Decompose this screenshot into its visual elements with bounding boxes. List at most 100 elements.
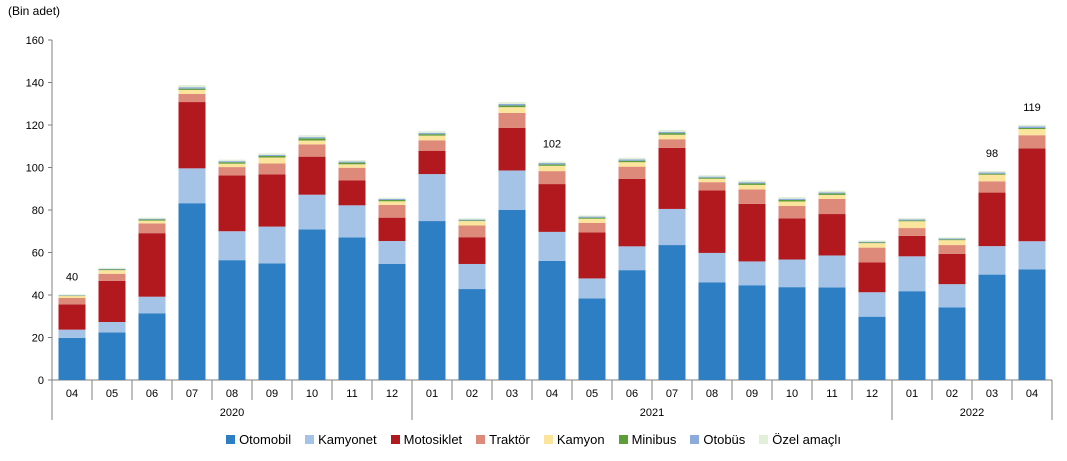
total-data-label: 98 xyxy=(986,148,998,160)
bar-segment xyxy=(898,256,926,292)
bar-segment xyxy=(218,163,246,168)
bar-segment xyxy=(418,221,446,380)
bar-segment xyxy=(778,287,806,380)
bar-segment xyxy=(658,134,686,140)
legend-label: Motosiklet xyxy=(403,432,463,447)
bar-segment xyxy=(618,166,646,179)
bar-segment xyxy=(978,192,1006,247)
bar-segment xyxy=(938,240,966,246)
bar-segment xyxy=(858,292,886,317)
bar-segment xyxy=(58,297,86,305)
bar-segment xyxy=(698,175,726,177)
bar-segment xyxy=(338,180,366,206)
legend-entry: Motosiklet xyxy=(390,432,463,447)
x-tick-label: 02 xyxy=(466,388,478,400)
bar-segment xyxy=(578,217,606,219)
legend-label: Otomobil xyxy=(239,432,292,447)
x-tick-label: 09 xyxy=(746,388,758,400)
bar-segment xyxy=(778,201,806,206)
x-tick-label: 04 xyxy=(546,388,558,400)
bar-segment xyxy=(858,242,886,244)
bar-segment xyxy=(338,205,366,238)
legend-swatch xyxy=(543,435,553,444)
bar-segment xyxy=(218,231,246,261)
bar-segment xyxy=(258,226,286,264)
bar-segment xyxy=(138,218,166,220)
bar-segment xyxy=(258,157,286,164)
legend-label: Özel amaçlı xyxy=(772,432,841,447)
bar-segment xyxy=(858,243,886,248)
bar-segment xyxy=(418,174,446,222)
bar-segment xyxy=(698,177,726,179)
bar-segment xyxy=(738,261,766,286)
bar-segment xyxy=(898,228,926,236)
bar-segment xyxy=(618,162,646,167)
bar-segment xyxy=(698,178,726,183)
x-tick-label: 10 xyxy=(306,388,318,400)
bar-segment xyxy=(538,231,566,261)
bar-segment xyxy=(658,245,686,380)
bar-segment xyxy=(698,190,726,253)
bar-segment xyxy=(978,274,1006,380)
y-tick-label: 20 xyxy=(32,333,44,345)
bar-segment xyxy=(658,129,686,132)
bar-segment xyxy=(738,182,766,184)
bar-segment xyxy=(338,164,366,168)
bar-segment xyxy=(898,220,926,222)
bar-segment xyxy=(738,180,766,183)
bar-segment xyxy=(418,131,446,133)
bar-segment xyxy=(98,280,126,322)
bar-segment xyxy=(938,238,966,240)
bar-segment xyxy=(298,135,326,138)
bar-segment xyxy=(498,112,526,128)
bar-segment xyxy=(538,161,566,164)
bar-segment xyxy=(778,197,806,199)
bar-segment xyxy=(578,298,606,380)
x-tick-label: 03 xyxy=(986,388,998,400)
bar-segment xyxy=(658,133,686,135)
bar-segment xyxy=(298,144,326,157)
bar-segment xyxy=(58,304,86,330)
y-tick-label: 60 xyxy=(32,248,44,260)
bar-segment xyxy=(458,219,486,221)
bar-segment xyxy=(458,289,486,380)
bar-segment xyxy=(898,219,926,221)
bar-segment xyxy=(178,102,206,169)
bar-segment xyxy=(418,132,446,135)
bar-segment xyxy=(498,103,526,106)
bar-segment xyxy=(258,156,286,158)
x-tick-label: 10 xyxy=(786,388,798,400)
bar-segment xyxy=(498,102,526,104)
bar-segment xyxy=(258,263,286,380)
bar-segment xyxy=(538,171,566,185)
x-group-label: 2021 xyxy=(640,407,664,419)
bar-segment xyxy=(378,197,406,199)
bar-segment xyxy=(178,203,206,380)
legend-label: Kamyon xyxy=(556,432,605,447)
legend-swatch xyxy=(759,435,769,444)
y-tick-label: 160 xyxy=(26,35,44,47)
x-tick-label: 09 xyxy=(266,388,278,400)
bar-segment xyxy=(938,307,966,380)
bar-segment xyxy=(498,210,526,380)
x-tick-label: 06 xyxy=(146,388,158,400)
bar-segment xyxy=(298,138,326,141)
bar-segment xyxy=(818,214,846,256)
bar-segment xyxy=(218,260,246,380)
bar-segment xyxy=(1018,127,1046,130)
bar-segment xyxy=(258,153,286,155)
bar-segment xyxy=(378,201,406,205)
bar-segment xyxy=(258,174,286,227)
bar-segment xyxy=(618,157,646,160)
legend-swatch xyxy=(226,435,236,444)
bar-segment xyxy=(378,204,406,218)
y-tick-label: 140 xyxy=(26,78,44,90)
bar-segment xyxy=(258,163,286,175)
bar-segment xyxy=(178,85,206,88)
bar-segment xyxy=(338,167,366,181)
y-tick-label: 80 xyxy=(32,205,44,217)
bar-segment xyxy=(778,205,806,219)
x-group-label: 2022 xyxy=(960,407,984,419)
x-group-label: 2020 xyxy=(220,407,244,419)
